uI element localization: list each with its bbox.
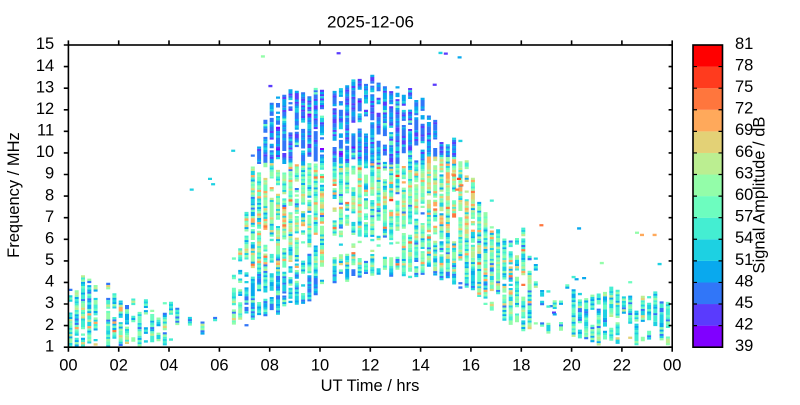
svg-text:39: 39: [735, 337, 753, 355]
svg-text:10: 10: [36, 143, 54, 161]
svg-text:11: 11: [37, 122, 54, 140]
svg-text:81: 81: [735, 35, 753, 53]
svg-text:6: 6: [45, 230, 54, 248]
svg-text:66: 66: [735, 143, 753, 161]
svg-text:3: 3: [45, 294, 54, 312]
svg-text:69: 69: [735, 121, 753, 139]
svg-text:20: 20: [562, 356, 580, 374]
svg-text:02: 02: [110, 356, 128, 374]
svg-text:2025-12-06: 2025-12-06: [327, 13, 414, 32]
svg-text:5: 5: [45, 251, 54, 269]
svg-text:45: 45: [735, 294, 753, 312]
svg-text:2: 2: [45, 316, 54, 334]
svg-text:8: 8: [45, 186, 54, 204]
svg-text:Frequency / MHz: Frequency / MHz: [5, 132, 23, 258]
svg-text:22: 22: [613, 356, 631, 374]
svg-text:63: 63: [735, 164, 753, 182]
svg-text:14: 14: [36, 57, 54, 75]
svg-text:57: 57: [735, 208, 753, 226]
svg-text:18: 18: [512, 356, 530, 374]
svg-text:15: 15: [36, 35, 54, 53]
svg-text:4: 4: [45, 273, 54, 291]
svg-text:7: 7: [45, 208, 54, 226]
svg-text:Signal Amplitude / dB: Signal Amplitude / dB: [751, 117, 769, 274]
svg-text:06: 06: [210, 356, 228, 374]
svg-text:12: 12: [36, 100, 54, 118]
svg-text:04: 04: [160, 356, 178, 374]
svg-text:60: 60: [735, 186, 753, 204]
svg-text:54: 54: [735, 229, 753, 247]
svg-text:UT Time / hrs: UT Time / hrs: [321, 377, 420, 395]
svg-text:12: 12: [361, 356, 379, 374]
svg-text:16: 16: [462, 356, 480, 374]
svg-text:1: 1: [45, 337, 54, 355]
svg-text:08: 08: [261, 356, 279, 374]
svg-text:10: 10: [311, 356, 329, 374]
svg-text:9: 9: [45, 165, 54, 183]
svg-text:75: 75: [735, 78, 753, 96]
svg-text:00: 00: [59, 356, 77, 374]
svg-text:00: 00: [663, 356, 681, 374]
svg-text:72: 72: [735, 100, 753, 118]
svg-text:42: 42: [735, 316, 753, 334]
svg-text:14: 14: [411, 356, 429, 374]
svg-text:78: 78: [735, 57, 753, 75]
svg-text:51: 51: [735, 251, 753, 269]
svg-text:48: 48: [735, 272, 753, 290]
svg-text:13: 13: [36, 78, 54, 96]
